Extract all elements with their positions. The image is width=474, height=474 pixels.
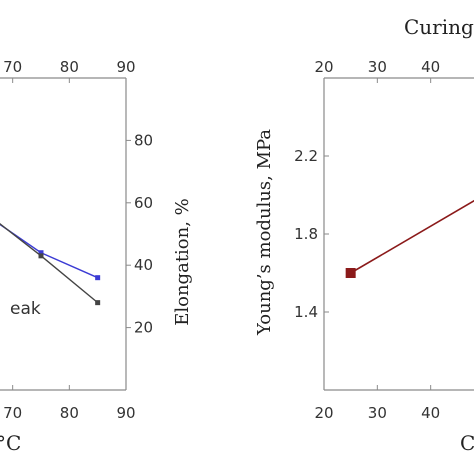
left-bottom-tick-label: 90 bbox=[116, 404, 135, 422]
left-series-line-2 bbox=[0, 222, 99, 304]
left-series-2-point bbox=[95, 300, 101, 306]
right-top-tick-label: 40 bbox=[421, 58, 440, 76]
right-top-tick-label: 30 bbox=[368, 58, 387, 76]
right-bottom-tick-labels: 20 30 40 bbox=[314, 404, 440, 422]
left-legend-fragment: eak bbox=[10, 299, 41, 319]
left-xlabel-fragment: °C bbox=[0, 431, 21, 455]
right-series-lines bbox=[345, 199, 474, 278]
left-panel: 70 80 90 70 80 90 20 40 60 80 eak °C Elongation… bbox=[0, 58, 193, 455]
right-series-line bbox=[350, 199, 474, 274]
left-bottom-tick-label: 70 bbox=[3, 404, 22, 422]
right-y-tick-label: 2.2 bbox=[294, 147, 318, 165]
right-y-tick-label: 1.4 bbox=[294, 303, 318, 321]
left-y2-tick-label: 80 bbox=[134, 131, 153, 149]
right-top-tick-labels: 20 30 40 bbox=[314, 58, 440, 76]
right-top-tick-label: 20 bbox=[314, 58, 333, 76]
left-y2-axis-label: Elongation, % bbox=[172, 198, 193, 326]
right-y-tick-label: 1.8 bbox=[294, 225, 318, 243]
left-series-2-point bbox=[38, 253, 44, 259]
right-y-axis-label: Young’s modulus, MPa bbox=[254, 129, 275, 336]
left-top-tick-label: 70 bbox=[3, 58, 22, 76]
right-bottom-tick-label: 20 bbox=[314, 404, 333, 422]
left-top-tick-label: 90 bbox=[116, 58, 135, 76]
left-series-1-point bbox=[95, 275, 101, 281]
left-y2-tick-label: 20 bbox=[134, 319, 153, 337]
left-y2-tick-label: 60 bbox=[134, 194, 153, 212]
left-series-1-point bbox=[38, 250, 44, 256]
right-panel: 20 30 40 20 30 40 1.4 1.8 2.2 Curing C Young’s… bbox=[254, 15, 474, 455]
right-xlabel-fragment: C bbox=[460, 431, 474, 455]
left-top-tick-label: 80 bbox=[60, 58, 79, 76]
right-plot-frame bbox=[323, 77, 474, 391]
left-bottom-tick-labels: 70 80 90 bbox=[3, 404, 135, 422]
left-plot-frame bbox=[0, 77, 131, 391]
left-y2-tick-label: 40 bbox=[134, 256, 153, 274]
right-left-tick-labels: 1.4 1.8 2.2 bbox=[294, 147, 318, 321]
right-top-axis-label: Curing bbox=[404, 15, 474, 39]
left-series-line-1 bbox=[0, 223, 98, 279]
right-series-point bbox=[345, 268, 356, 278]
right-bottom-tick-label: 30 bbox=[368, 404, 387, 422]
left-top-tick-labels: 70 80 90 bbox=[3, 58, 135, 76]
left-series-lines bbox=[0, 222, 101, 306]
left-bottom-tick-label: 80 bbox=[60, 404, 79, 422]
left-right-tick-labels: 20 40 60 80 bbox=[134, 131, 153, 336]
right-bottom-tick-label: 40 bbox=[421, 404, 440, 422]
